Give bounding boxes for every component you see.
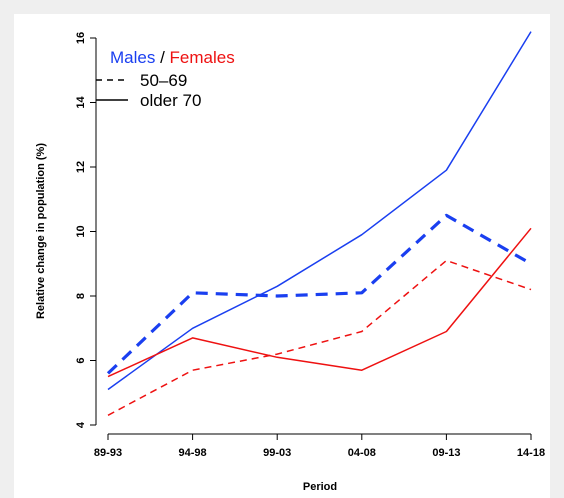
y-tick-label: 12 [75, 161, 87, 173]
series-line-females-older-70 [107, 227, 532, 378]
line-chart: 4 6 8 10 12 14 16 89-93 94-98 99-03 04-08 09-13 14-… [35, 31, 545, 493]
y-tick-label: 8 [75, 293, 87, 299]
y-tick-label: 6 [75, 357, 87, 363]
series-line-males-older-70 [107, 31, 532, 391]
legend-separator: / [155, 48, 169, 67]
x-tick-label: 09-13 [432, 447, 460, 459]
legend: Males / Females 50–69 older 70 [96, 48, 235, 110]
legend-title: Males / Females [110, 48, 235, 67]
legend-dashed-label: 50–69 [140, 71, 187, 90]
x-tick-label: 99-03 [263, 447, 291, 459]
y-tick-label: 14 [75, 96, 87, 109]
x-tick-label: 04-08 [348, 447, 376, 459]
x-tick-label: 94-98 [179, 447, 207, 459]
legend-males-label: Males [110, 48, 155, 67]
x-tick-label: 14-18 [517, 447, 545, 459]
legend-females-label: Females [170, 48, 235, 67]
chart-frame: 4 6 8 10 12 14 16 89-93 94-98 99-03 04-08 09-13 14-… [14, 14, 550, 498]
series-layer [106, 31, 532, 416]
legend-solid-label: older 70 [140, 91, 201, 110]
y-tick-label: 10 [75, 225, 87, 237]
y-ticks: 4 6 8 10 12 14 16 [75, 32, 96, 428]
y-tick-label: 4 [75, 421, 87, 428]
series-line-males-50-69 [106, 213, 532, 375]
y-tick-label: 16 [75, 32, 87, 44]
x-ticks: 89-93 94-98 99-03 04-08 09-13 14-18 [94, 434, 545, 459]
series-line-females-50-69 [107, 259, 532, 416]
x-axis-label: Period [303, 481, 337, 493]
x-tick-label: 89-93 [94, 447, 122, 459]
y-axis-label: Relative change in population (%) [35, 143, 47, 319]
